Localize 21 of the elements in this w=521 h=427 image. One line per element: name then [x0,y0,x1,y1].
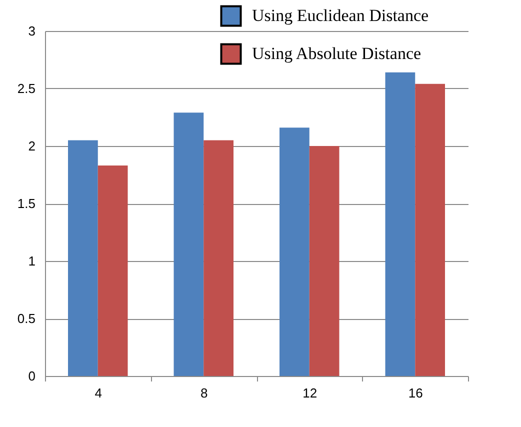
y-tick-label: 1 [28,254,36,268]
y-tick-label: 0 [28,368,36,384]
legend-label: Using Euclidean Distance [252,6,429,25]
x-tick-label: 8 [200,386,208,400]
y-tick-label: 3 [28,24,36,38]
y-tick-label: 2 [28,138,36,154]
x-tick-label: 16 [408,386,423,400]
bar [415,84,445,376]
bar [68,140,98,376]
bar [98,166,128,376]
x-tick-label: 12 [302,386,318,400]
bar [309,146,340,376]
legend-label: Using Absolute Distance [252,44,422,63]
y-tick-label: 1.5 [17,196,36,211]
y-tick-label: 0.5 [17,311,36,326]
bar [280,128,310,376]
bar [204,140,234,376]
bar [385,72,416,376]
x-tick-label: 4 [94,386,102,400]
bar [174,112,204,376]
y-tick-label: 2.5 [17,81,36,96]
